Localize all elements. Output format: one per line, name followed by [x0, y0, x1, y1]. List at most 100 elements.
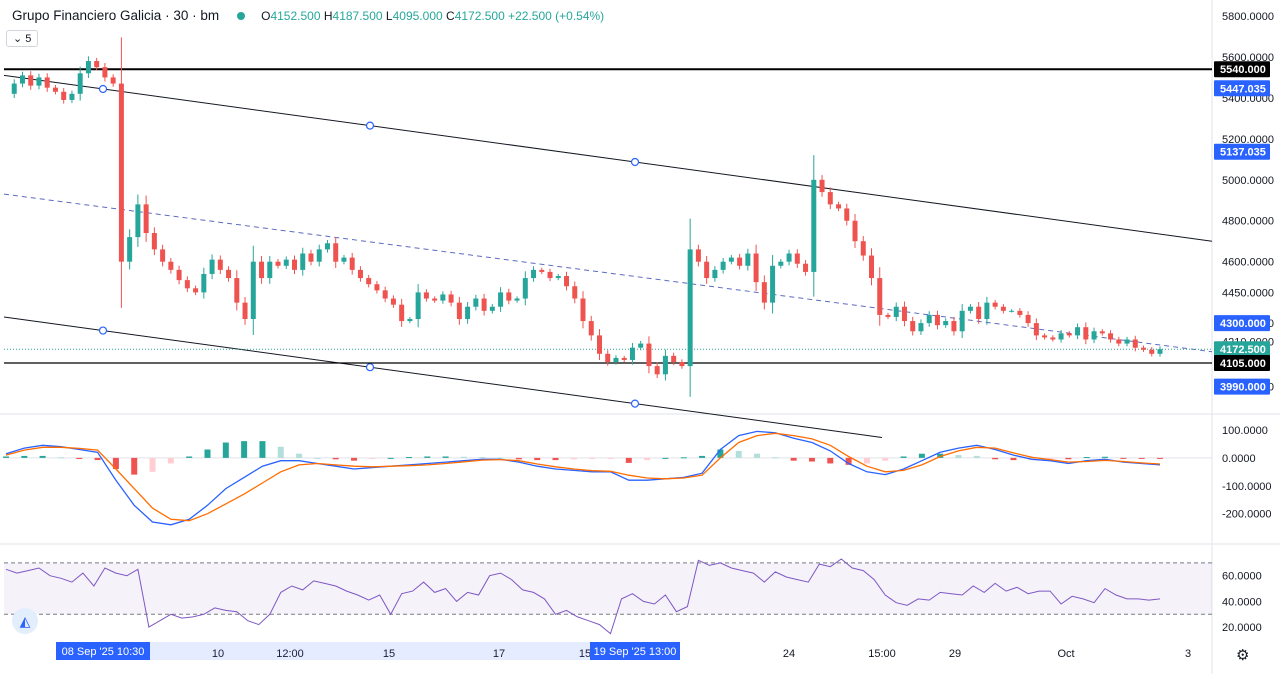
- macd-histogram-bar: [973, 455, 980, 458]
- candle-body: [36, 77, 42, 86]
- price-axis-label-bg: [1214, 143, 1270, 160]
- rsi-line: [5, 558, 1161, 635]
- macd-histogram-bar: [497, 457, 504, 459]
- macd-histogram-bar: [351, 457, 358, 461]
- price-axis-label: 4300.000: [1220, 318, 1266, 330]
- candle-body: [1141, 347, 1147, 350]
- macd-histogram-bar: [1047, 457, 1054, 459]
- chart-logo-icon[interactable]: ◭: [12, 608, 38, 634]
- macd-histogram-bar: [845, 457, 852, 465]
- crosshair-time-label: 19 Sep '25 13:00: [594, 646, 677, 658]
- candle-body: [1066, 333, 1072, 336]
- candle-body: [885, 314, 891, 317]
- macd-histogram-bar: [241, 441, 248, 458]
- candle-body: [250, 261, 256, 320]
- macd-histogram-bar: [900, 456, 907, 458]
- candle-body: [786, 253, 792, 262]
- macd-histogram-bar: [790, 457, 797, 461]
- candle-body: [193, 288, 199, 293]
- candle-body: [951, 321, 957, 332]
- price-axis-label: 5137.035: [1220, 147, 1266, 159]
- candle-body: [135, 204, 141, 238]
- candle-body: [1124, 339, 1130, 344]
- macd-histogram-bar: [57, 457, 64, 459]
- macd-histogram-bar: [222, 442, 229, 458]
- gear-icon[interactable]: ⚙: [1236, 647, 1250, 664]
- time-axis-label: 15: [383, 648, 395, 660]
- price-axis-label-bg: [1214, 315, 1270, 332]
- candle-body: [712, 269, 718, 279]
- macd-histogram-bar: [644, 457, 651, 461]
- candle-body: [292, 259, 297, 270]
- candle-body: [283, 259, 289, 266]
- rsi-tick-label: 40.0000: [1222, 596, 1262, 608]
- candle-body: [827, 192, 833, 205]
- candle-body: [242, 302, 248, 320]
- chevron-down-icon: ⌄: [13, 33, 23, 45]
- candle-body: [728, 257, 734, 262]
- candle-body: [901, 306, 907, 322]
- candle-body: [267, 261, 273, 279]
- candle-body: [737, 257, 743, 266]
- macd-histogram-bar: [204, 449, 211, 458]
- high-value: 4187.500: [332, 8, 383, 23]
- candle-body: [869, 255, 874, 279]
- candle-body: [399, 304, 405, 322]
- close-label: C: [446, 8, 455, 23]
- candle-body: [44, 77, 50, 88]
- macd-histogram-bar: [39, 455, 46, 458]
- macd-histogram-bar: [186, 456, 193, 458]
- macd-histogram-bar: [937, 453, 944, 458]
- macd-histogram-bar: [570, 457, 577, 460]
- macd-histogram-bar: [1138, 457, 1145, 459]
- candle-body: [349, 257, 355, 270]
- candle-body: [1058, 333, 1064, 340]
- price-tick-label: 4450.0000: [1222, 287, 1274, 299]
- candle-body: [761, 282, 767, 303]
- time-axis-label: 29: [949, 648, 961, 660]
- candle-body: [506, 292, 512, 301]
- candle-body: [415, 292, 421, 320]
- candle-body: [217, 259, 223, 270]
- candle-body: [1009, 310, 1015, 312]
- candle-body: [992, 302, 998, 307]
- candle-body: [547, 271, 553, 279]
- macd-histogram-bar: [369, 457, 376, 459]
- candle-body: [910, 321, 916, 332]
- channel-anchor-handle: [98, 84, 108, 94]
- price-tick-label: 5600.0000: [1222, 52, 1274, 64]
- candle-body: [844, 208, 850, 221]
- macd-histogram-bar: [515, 457, 522, 460]
- macd-histogram-bar: [259, 441, 266, 458]
- channel-anchor-handle: [630, 399, 640, 408]
- time-axis-label: 15:00: [868, 648, 896, 660]
- price-tick-label: 5000.0000: [1222, 175, 1274, 187]
- candle-body: [234, 278, 240, 303]
- candle-body: [300, 253, 306, 270]
- macd-histogram-bar: [662, 457, 669, 459]
- candle-body: [836, 204, 842, 209]
- macd-histogram-bar: [332, 457, 339, 460]
- candle-body: [19, 75, 25, 84]
- candle-body: [794, 253, 800, 264]
- indicator-count: 5: [25, 33, 32, 45]
- candle-body: [564, 276, 570, 287]
- macd-histogram-bar: [479, 457, 486, 459]
- symbol-title[interactable]: Grupo Financiero Galicia · 30 · bm: [12, 8, 220, 23]
- candle-body: [720, 261, 726, 270]
- candle-body: [555, 276, 561, 279]
- candle-body: [226, 269, 232, 279]
- candle-body: [1083, 327, 1089, 340]
- price-axis-label-bg: [1214, 355, 1270, 372]
- price-axis-label: 5540.000: [1220, 64, 1266, 76]
- candle-body: [588, 321, 594, 336]
- candle-body: [918, 323, 924, 332]
- macd-histogram-bar: [680, 457, 687, 459]
- candle-body: [695, 249, 701, 262]
- indicators-toggle[interactable]: ⌄ 5: [6, 30, 39, 47]
- macd-histogram-bar: [534, 457, 541, 461]
- macd-line: [5, 430, 1161, 526]
- macd-histogram-bar: [387, 457, 394, 459]
